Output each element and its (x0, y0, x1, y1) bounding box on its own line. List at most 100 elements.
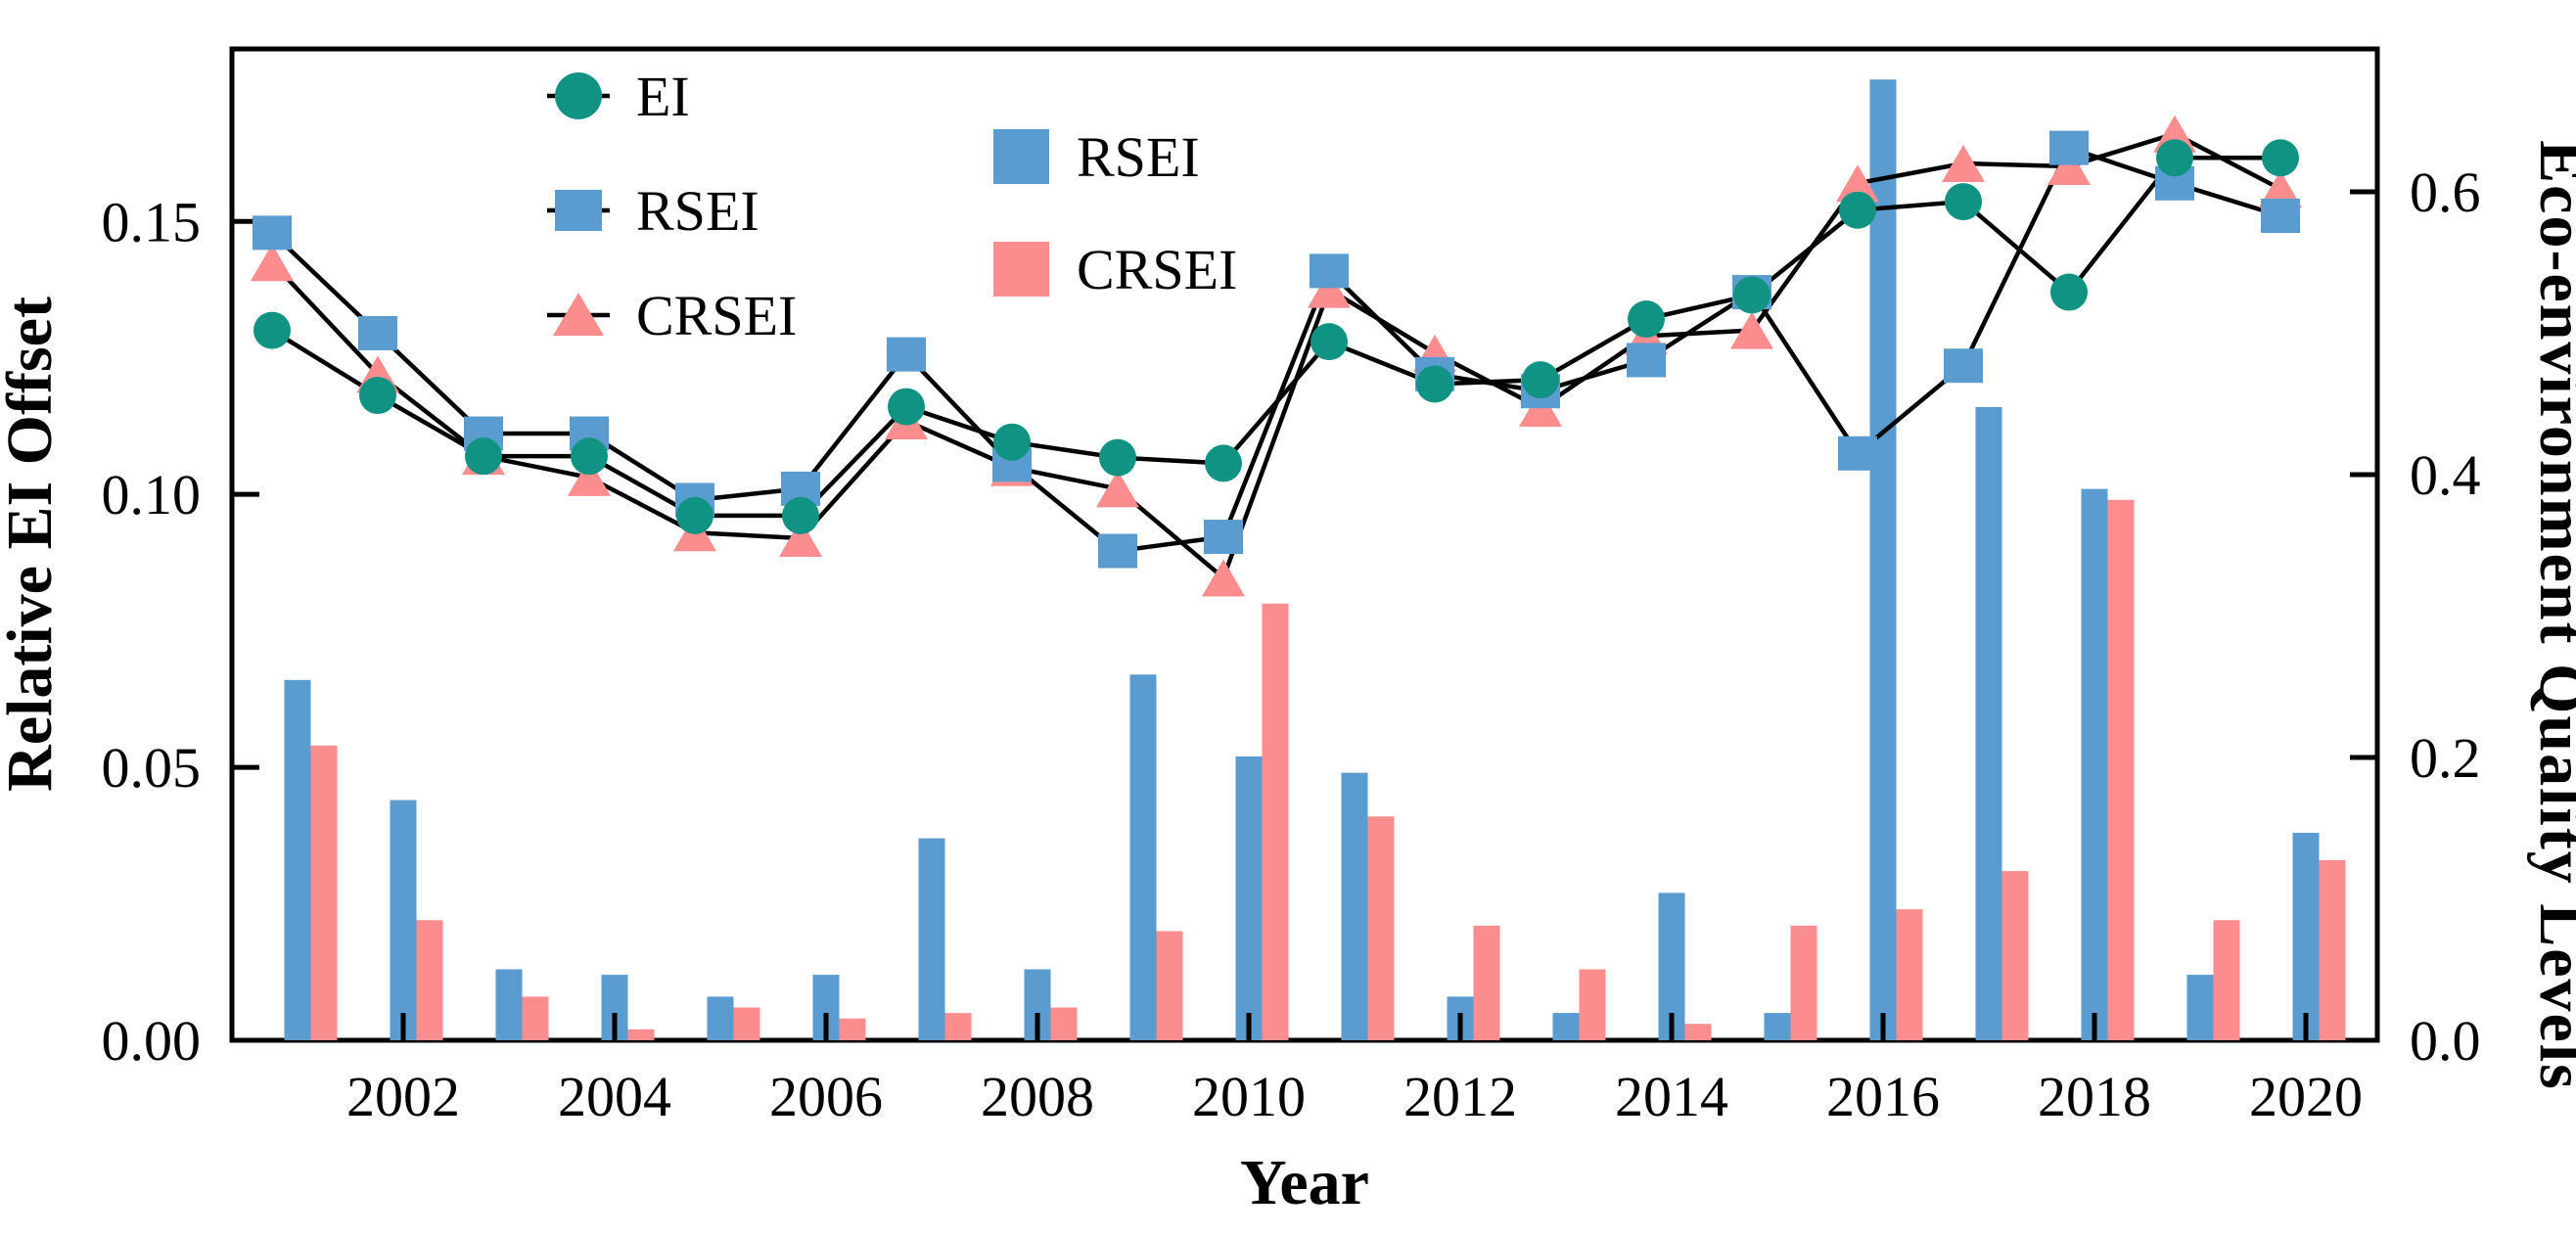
bar-rsei-2007 (918, 838, 945, 1040)
marker-crsei-2009 (1096, 470, 1139, 508)
bar-rsei-2020 (2292, 833, 2320, 1040)
bar-crsei-2017 (2001, 871, 2029, 1040)
marker-ei-2004 (571, 437, 608, 476)
x-tick-label: 2012 (1403, 1065, 1517, 1128)
marker-ei-2019 (2156, 139, 2193, 177)
marker-rsei-2016 (1838, 435, 1877, 471)
marker-rsei-2018 (2049, 130, 2089, 165)
marker-rsei-2017 (1944, 348, 1983, 384)
marker-crsei-2016 (1836, 164, 1879, 203)
marker-crsei-2017 (1942, 145, 1985, 183)
tick-labels-layer: 0.00 0.05 0.10 0.15 0.0 0.2 0.4 0.6 2002 2004 2006… (102, 160, 2481, 1128)
bar-rsei-2018 (2081, 488, 2108, 1040)
bar-crsei-2002 (416, 920, 443, 1040)
marker-rsei-2002 (358, 315, 397, 350)
legend-layer: EI RSEI CRSEI RSEI CRSEI (547, 65, 1237, 347)
marker-crsei-2020 (2259, 170, 2302, 208)
marker-ei-2003 (465, 437, 502, 476)
bar-crsei-2014 (1684, 1024, 1712, 1040)
x-tick-label: 2002 (346, 1065, 460, 1128)
marker-crsei-2001 (251, 244, 294, 282)
bar-rsei-2016 (1869, 79, 1897, 1040)
bar-crsei-2003 (522, 996, 549, 1040)
x-tick-label: 2014 (1615, 1065, 1728, 1128)
marker-crsei-2004 (568, 458, 611, 496)
legend-patch-rsei (993, 129, 1049, 184)
bar-crsei-2009 (1156, 931, 1183, 1040)
bar-crsei-2005 (733, 1007, 760, 1040)
right-tick-label: 0.2 (2410, 726, 2481, 790)
left-tick-label: 0.10 (102, 463, 202, 526)
bar-rsei-2011 (1341, 772, 1368, 1040)
legend-marker-crsei (553, 293, 604, 336)
bar-crsei-2013 (1579, 969, 1606, 1040)
marker-ei-2013 (1522, 361, 1559, 399)
bar-rsei-2019 (2186, 975, 2214, 1040)
bar-crsei-2012 (1473, 925, 1500, 1040)
marker-rsei-2007 (887, 337, 926, 372)
marker-ei-2008 (993, 423, 1031, 461)
bar-crsei-2006 (839, 1018, 866, 1040)
marker-crsei-2011 (1308, 270, 1351, 308)
x-tick-label: 2018 (2038, 1065, 2151, 1128)
marker-crsei-2018 (2047, 147, 2091, 185)
marker-ei-2002 (359, 377, 396, 415)
left-tick-label: 0.15 (102, 190, 202, 253)
right-axis-title: Eco-environment Quality Levels (2526, 140, 2576, 1091)
legend-label-rsei: RSEI (636, 179, 759, 243)
marker-ei-2018 (2050, 273, 2088, 311)
legend-label-crsei: CRSEI (636, 284, 797, 347)
marker-ei-2017 (1945, 183, 1982, 221)
x-tick-label: 2016 (1826, 1065, 1940, 1128)
left-axis-title: Relative EI Offset (0, 297, 66, 792)
bar-crsei-2011 (1367, 816, 1395, 1040)
axis-ticks-layer (232, 189, 2377, 1040)
marker-crsei-2015 (1730, 311, 1773, 349)
x-axis-title: Year (1240, 1147, 1369, 1218)
bar-rsei-2001 (284, 679, 311, 1040)
marker-ei-2020 (2262, 139, 2299, 177)
legend-bar-label-rsei: RSEI (1077, 125, 1200, 189)
bar-rsei-2017 (1975, 406, 2002, 1040)
legend-label-ei: EI (636, 65, 690, 128)
marker-crsei-2006 (779, 519, 822, 557)
legend-patch-crsei (993, 242, 1049, 297)
bar-crsei-2004 (627, 1029, 655, 1040)
x-tick-label: 2020 (2249, 1065, 2363, 1128)
bar-rsei-2015 (1764, 1013, 1791, 1040)
right-tick-label: 0.0 (2410, 1009, 2481, 1073)
bar-rsei-2013 (1552, 1013, 1580, 1040)
marker-ei-2012 (1416, 365, 1453, 403)
marker-rsei-2011 (1310, 253, 1349, 289)
bar-crsei-2001 (310, 745, 338, 1040)
x-tick-label: 2010 (1192, 1065, 1306, 1128)
bar-rsei-2002 (390, 800, 417, 1040)
bar-crsei-2020 (2319, 859, 2346, 1040)
marker-rsei-2010 (1204, 520, 1243, 555)
marker-ei-2016 (1839, 191, 1876, 229)
legend-marker-rsei (555, 190, 602, 231)
bar-crsei-2008 (1050, 1007, 1078, 1040)
marker-rsei-2009 (1098, 533, 1137, 569)
bar-crsei-2016 (1896, 909, 1923, 1040)
marker-ei-2009 (1099, 438, 1136, 477)
line-crsei (270, 131, 2282, 582)
x-tick-label: 2006 (769, 1065, 883, 1128)
bar-rsei-2010 (1235, 755, 1263, 1040)
marker-rsei-2001 (253, 215, 292, 251)
marker-rsei-2020 (2261, 199, 2300, 234)
x-tick-label: 2004 (558, 1065, 671, 1128)
markers-layer (251, 114, 2302, 597)
marker-ei-2014 (1628, 300, 1665, 339)
marker-ei-2005 (676, 496, 713, 534)
marker-ei-2011 (1311, 323, 1348, 361)
bar-crsei-2018 (2107, 499, 2135, 1041)
bar-rsei-2003 (495, 969, 523, 1040)
x-tick-label: 2008 (981, 1065, 1094, 1128)
right-tick-label: 0.4 (2410, 443, 2481, 507)
marker-ei-2015 (1733, 276, 1771, 314)
bar-rsei-2009 (1129, 674, 1157, 1040)
marker-ei-2006 (782, 496, 819, 534)
